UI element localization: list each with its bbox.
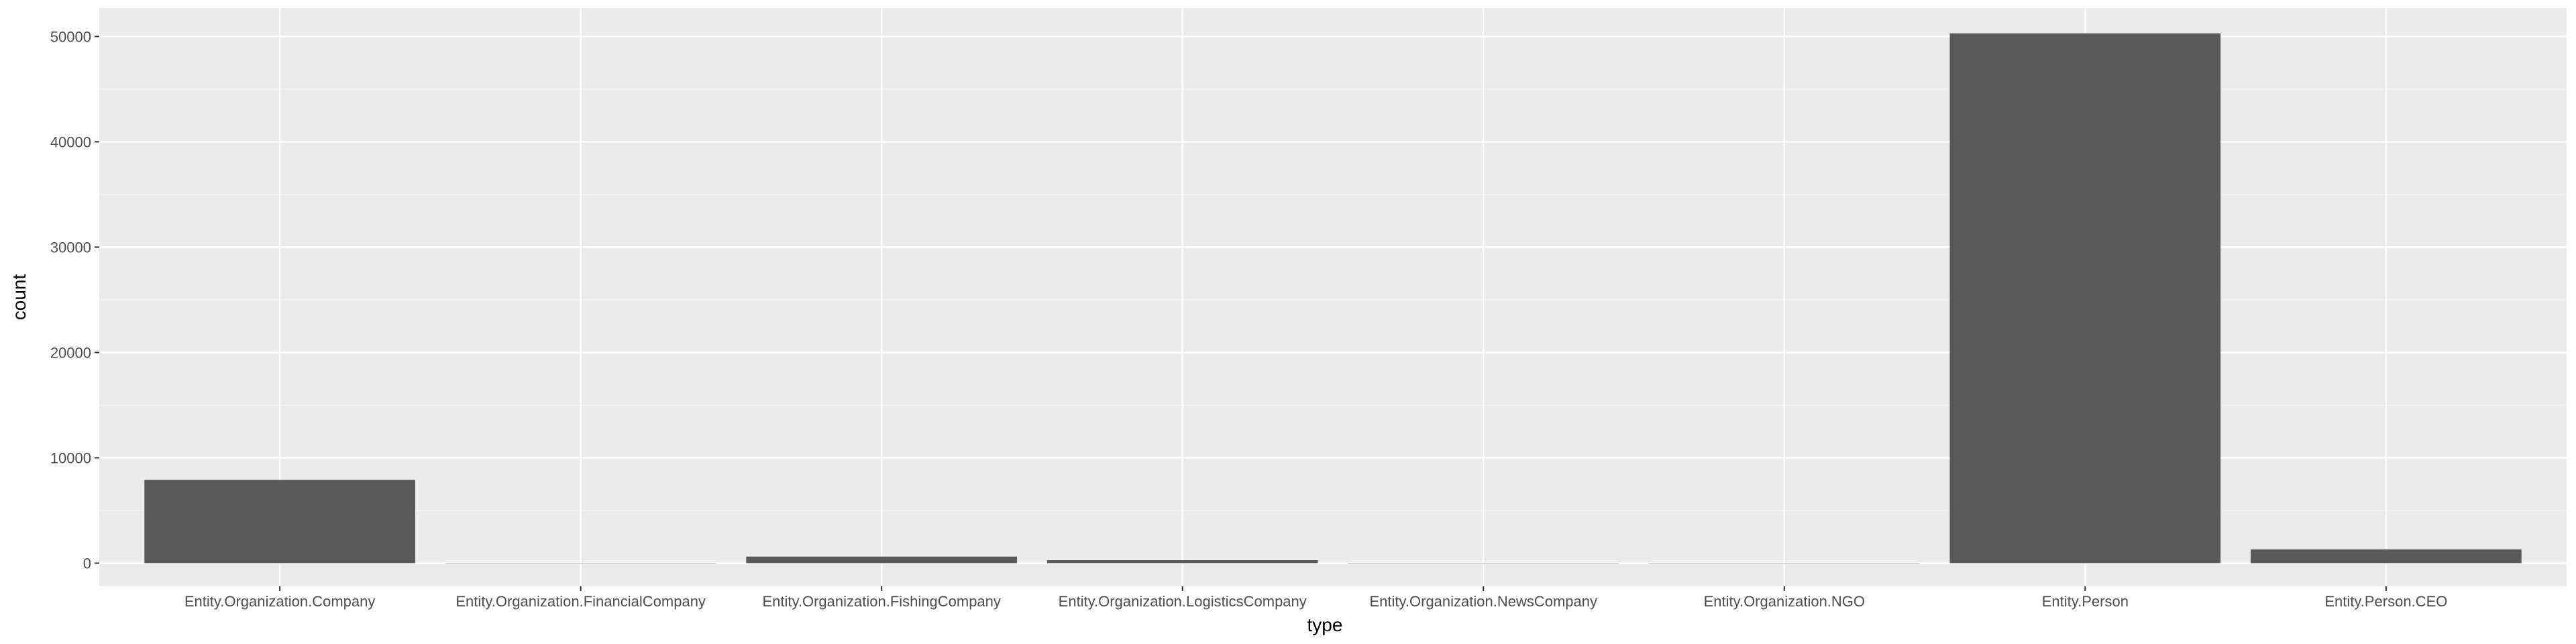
y-axis-title: count — [9, 274, 30, 321]
x-axis-title: type — [1307, 614, 1343, 635]
bar — [2251, 549, 2522, 564]
bar — [1648, 563, 1920, 564]
x-tick-label: Entity.Person — [2042, 593, 2129, 610]
x-tick-label: Entity.Organization.NGO — [1704, 593, 1865, 610]
bar — [746, 556, 1018, 564]
x-tick-label: Entity.Organization.Company — [184, 593, 376, 610]
bar — [445, 563, 716, 564]
x-tick-label: Entity.Organization.NewsCompany — [1370, 593, 1598, 610]
bar — [144, 480, 415, 564]
y-tick-label: 30000 — [50, 239, 91, 256]
bar — [1348, 563, 1619, 564]
y-tick-label: 40000 — [50, 133, 91, 150]
bar — [1949, 33, 2221, 564]
bars — [144, 33, 2522, 564]
y-axis: 0 10000 20000 30000 40000 50000 — [50, 28, 99, 572]
y-tick-label: 20000 — [50, 344, 91, 361]
x-tick-label: Entity.Organization.LogisticsCompany — [1059, 593, 1307, 610]
x-tick-label: Entity.Organization.FishingCompany — [762, 593, 1000, 610]
y-tick-label: 50000 — [50, 28, 91, 45]
x-tick-label: Entity.Person.CEO — [2324, 593, 2447, 610]
y-tick-label: 0 — [83, 555, 91, 572]
y-tick-label: 10000 — [50, 449, 91, 466]
x-tick-label: Entity.Organization.FinancialCompany — [455, 593, 706, 610]
x-axis: Entity.Organization.Company Entity.Organi… — [184, 586, 2447, 610]
bar — [1046, 560, 1318, 564]
